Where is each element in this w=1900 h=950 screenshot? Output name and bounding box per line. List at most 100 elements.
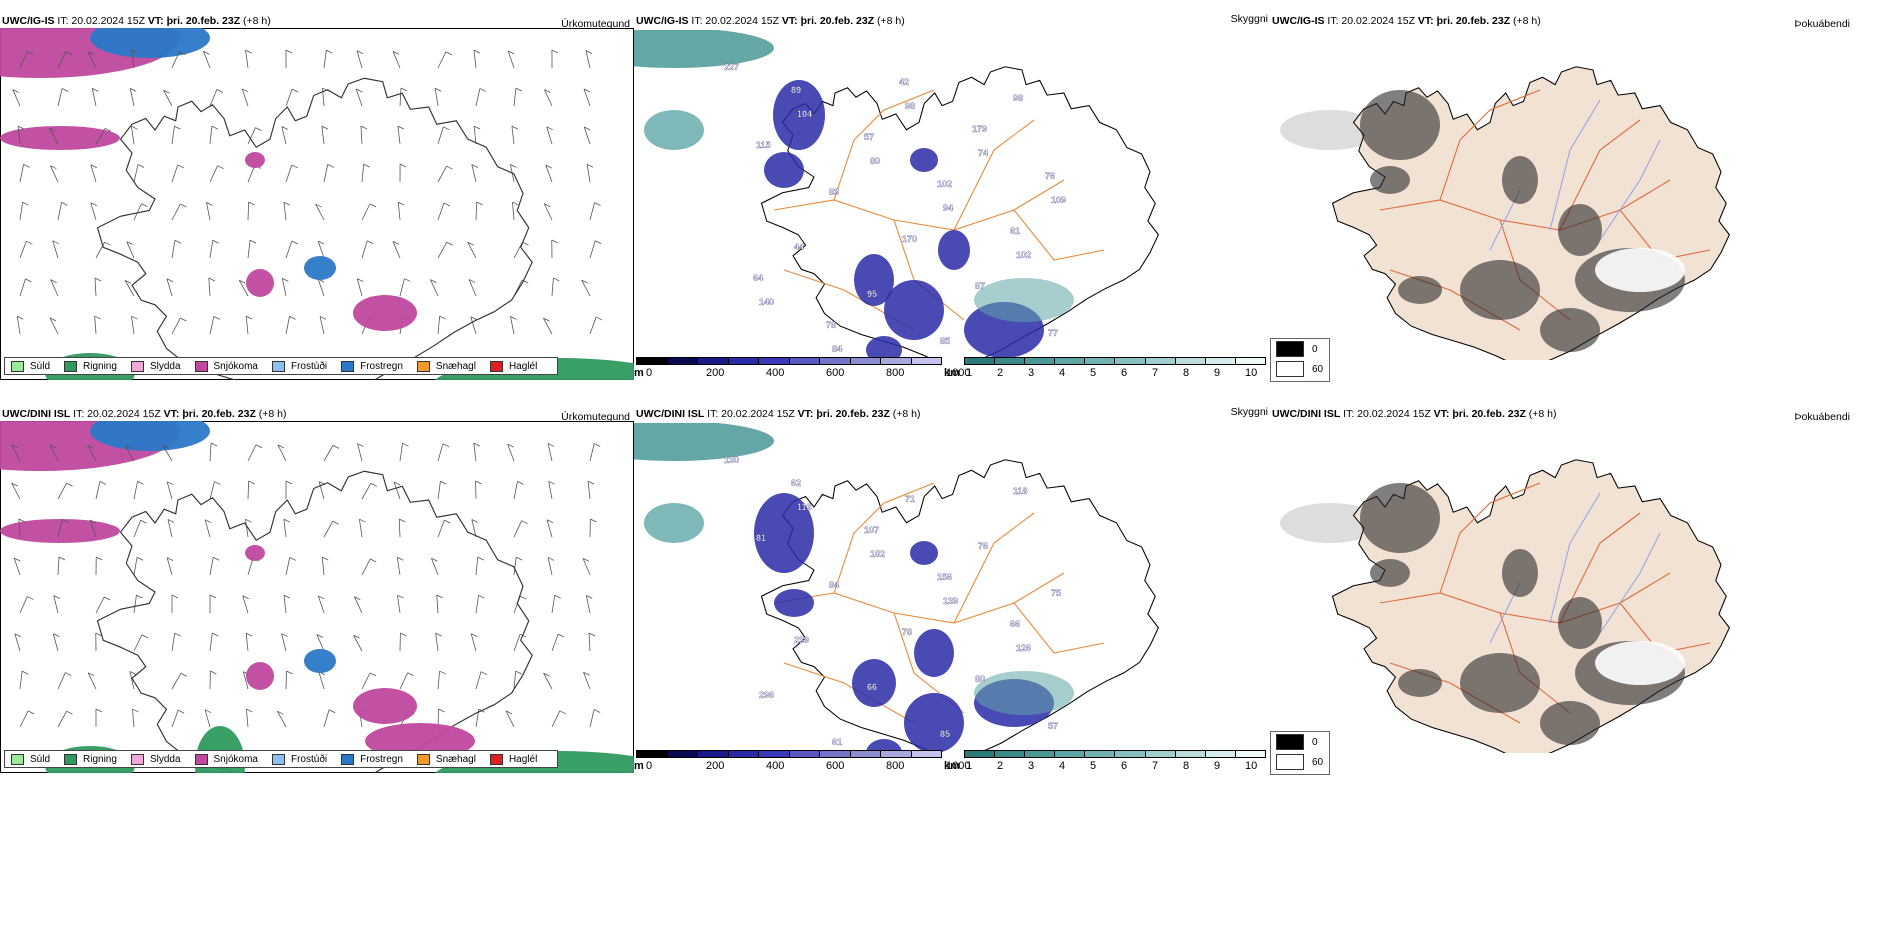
visibility-panel: UWC/DINI ISL IT: 20.02.2024 15Z VT: þri.… bbox=[634, 405, 1270, 773]
model-name: UWC/DINI ISL bbox=[2, 408, 71, 420]
cloud-base-cell bbox=[774, 589, 814, 617]
legend-item: Rigning bbox=[64, 360, 117, 372]
snow-area bbox=[0, 519, 120, 543]
legend-item: Slydda bbox=[130, 360, 181, 372]
legend-swatch bbox=[194, 360, 208, 372]
legend-label: Frostregn bbox=[360, 360, 403, 372]
legend-swatch bbox=[1276, 341, 1304, 357]
colorbar-step bbox=[789, 751, 820, 757]
legend-swatch bbox=[64, 753, 78, 765]
visibility-value: 102 bbox=[937, 179, 952, 189]
colorbar-step bbox=[728, 751, 759, 757]
legend-swatch bbox=[489, 360, 503, 372]
legend-swatch bbox=[416, 753, 430, 765]
visibility-value: 126 bbox=[1016, 643, 1031, 653]
visibility-value: 81 bbox=[756, 533, 766, 543]
legend-item: Frostúði bbox=[271, 360, 328, 372]
colorbar-tick: 0 bbox=[646, 367, 653, 379]
snow-area bbox=[246, 662, 274, 690]
legend-label: 60 bbox=[1312, 363, 1324, 375]
init-time: IT: 20.02.2024 15Z bbox=[1343, 408, 1431, 420]
colorbar-tick: 10 bbox=[1245, 367, 1258, 379]
colorbar-tick: 800 bbox=[886, 367, 905, 379]
fog-area bbox=[1460, 653, 1540, 713]
lead-time: (+8 h) bbox=[243, 15, 271, 27]
fog-panel: UWC/IG-IS IT: 20.02.2024 15Z VT: þri. 20… bbox=[1270, 12, 1900, 382]
legend-swatch bbox=[416, 360, 430, 372]
colorbar-tick: 1000 bbox=[946, 760, 971, 772]
colorbar-step bbox=[1235, 751, 1265, 757]
fog-area bbox=[1502, 156, 1538, 204]
fog-area bbox=[1540, 701, 1600, 745]
model-name: UWC/DINI ISL bbox=[636, 408, 705, 420]
visibility-value: 140 bbox=[759, 297, 774, 307]
colorbar-step bbox=[728, 358, 759, 364]
wind-barbs bbox=[12, 49, 603, 335]
colorbar-tick: 10 bbox=[1245, 760, 1258, 772]
panel-header: UWC/DINI ISL IT: 20.02.2024 15Z VT: þri.… bbox=[2, 408, 287, 421]
legend-label: Rigning bbox=[83, 360, 117, 372]
visibility-value: 98 bbox=[1013, 93, 1023, 103]
fog-area bbox=[1360, 90, 1440, 160]
colorbar-step bbox=[995, 751, 1026, 757]
colorbar-step bbox=[1055, 358, 1086, 364]
precip-legend: Súld Rigning Slydda Snjókoma Frostúði Frostre… bbox=[4, 357, 559, 375]
legend-swatch bbox=[130, 360, 144, 372]
visibility-value: 89 bbox=[791, 85, 801, 95]
fog-legend: 0 60 bbox=[1270, 731, 1330, 775]
freezing-rain-area bbox=[90, 421, 210, 451]
legend-item: Snjókoma bbox=[194, 360, 258, 372]
colorbar-step bbox=[850, 751, 881, 757]
legend-item: Rigning bbox=[64, 753, 117, 765]
legend-item: Haglél bbox=[489, 753, 538, 765]
visibility-value: 74 bbox=[978, 148, 988, 158]
visibility-value: 84 bbox=[829, 580, 839, 590]
precip-legend: Súld Rigning Slydda Snjókoma Frostúði Frostre… bbox=[4, 750, 559, 768]
legend-label: Snæhagl bbox=[435, 360, 476, 372]
freezing-rain-area bbox=[304, 256, 336, 280]
legend-label: Frostúði bbox=[290, 360, 328, 372]
visibility-panel: UWC/IG-IS IT: 20.02.2024 15Z VT: þri. 20… bbox=[634, 12, 1270, 380]
legend-swatch bbox=[271, 360, 285, 372]
colorbar-step bbox=[1085, 358, 1116, 364]
visibility-value: 102 bbox=[1016, 250, 1031, 260]
visibility-value: 156 bbox=[937, 572, 952, 582]
fog-area bbox=[1370, 559, 1410, 587]
visibility-value: 83 bbox=[829, 187, 839, 197]
fog-panel: UWC/DINI ISL IT: 20.02.2024 15Z VT: þri.… bbox=[1270, 405, 1900, 775]
init-time: IT: 20.02.2024 15Z bbox=[1327, 15, 1415, 27]
visibility-value: 66 bbox=[867, 682, 877, 692]
visibility-value: 64 bbox=[753, 273, 763, 283]
colorbar-tick: 6 bbox=[1121, 760, 1128, 772]
colorbar-step bbox=[820, 751, 851, 757]
colorbar-tick: 1 bbox=[966, 760, 973, 772]
wind-barbs bbox=[11, 442, 601, 728]
valid-time: þri. 20.feb. 23Z bbox=[800, 15, 875, 27]
valid-time: þri. 20.feb. 23Z bbox=[182, 408, 256, 420]
visibility-colorbar: km 1 2 3 4 5 6 7 8 9 10 bbox=[944, 357, 1270, 385]
visibility-value: 139 bbox=[943, 596, 958, 606]
legend-label: 0 bbox=[1312, 736, 1318, 748]
colorbar-tick: 400 bbox=[766, 760, 785, 772]
visibility-value: 109 bbox=[1051, 195, 1066, 205]
colorbar-step bbox=[1085, 751, 1116, 757]
visibility-value: 182 bbox=[870, 549, 885, 559]
snow-area bbox=[245, 152, 265, 168]
cloud-base-colorbar: m 0 200 400 600 800 1000 bbox=[634, 357, 970, 385]
visibility-value: 61 bbox=[1010, 226, 1020, 236]
fog-area bbox=[1398, 669, 1442, 697]
legend-swatch bbox=[194, 753, 208, 765]
colorbar-tick: 4 bbox=[1059, 367, 1066, 379]
valid-label: VT: bbox=[1417, 15, 1434, 27]
cloud-base-cell bbox=[866, 336, 902, 360]
colorbar-step bbox=[1055, 751, 1086, 757]
visibility-value: 44 bbox=[794, 242, 804, 252]
precip-map bbox=[0, 28, 634, 380]
colorbar-tick: 9 bbox=[1214, 760, 1221, 772]
legend-label: Haglél bbox=[508, 360, 538, 372]
visibility-value: 179 bbox=[972, 124, 987, 134]
visibility-value: 107 bbox=[864, 525, 879, 535]
panel-header: UWC/IG-IS IT: 20.02.2024 15Z VT: þri. 20… bbox=[2, 15, 271, 28]
visibility-value: 227 bbox=[724, 62, 739, 72]
legend-label: Haglél bbox=[508, 753, 538, 765]
